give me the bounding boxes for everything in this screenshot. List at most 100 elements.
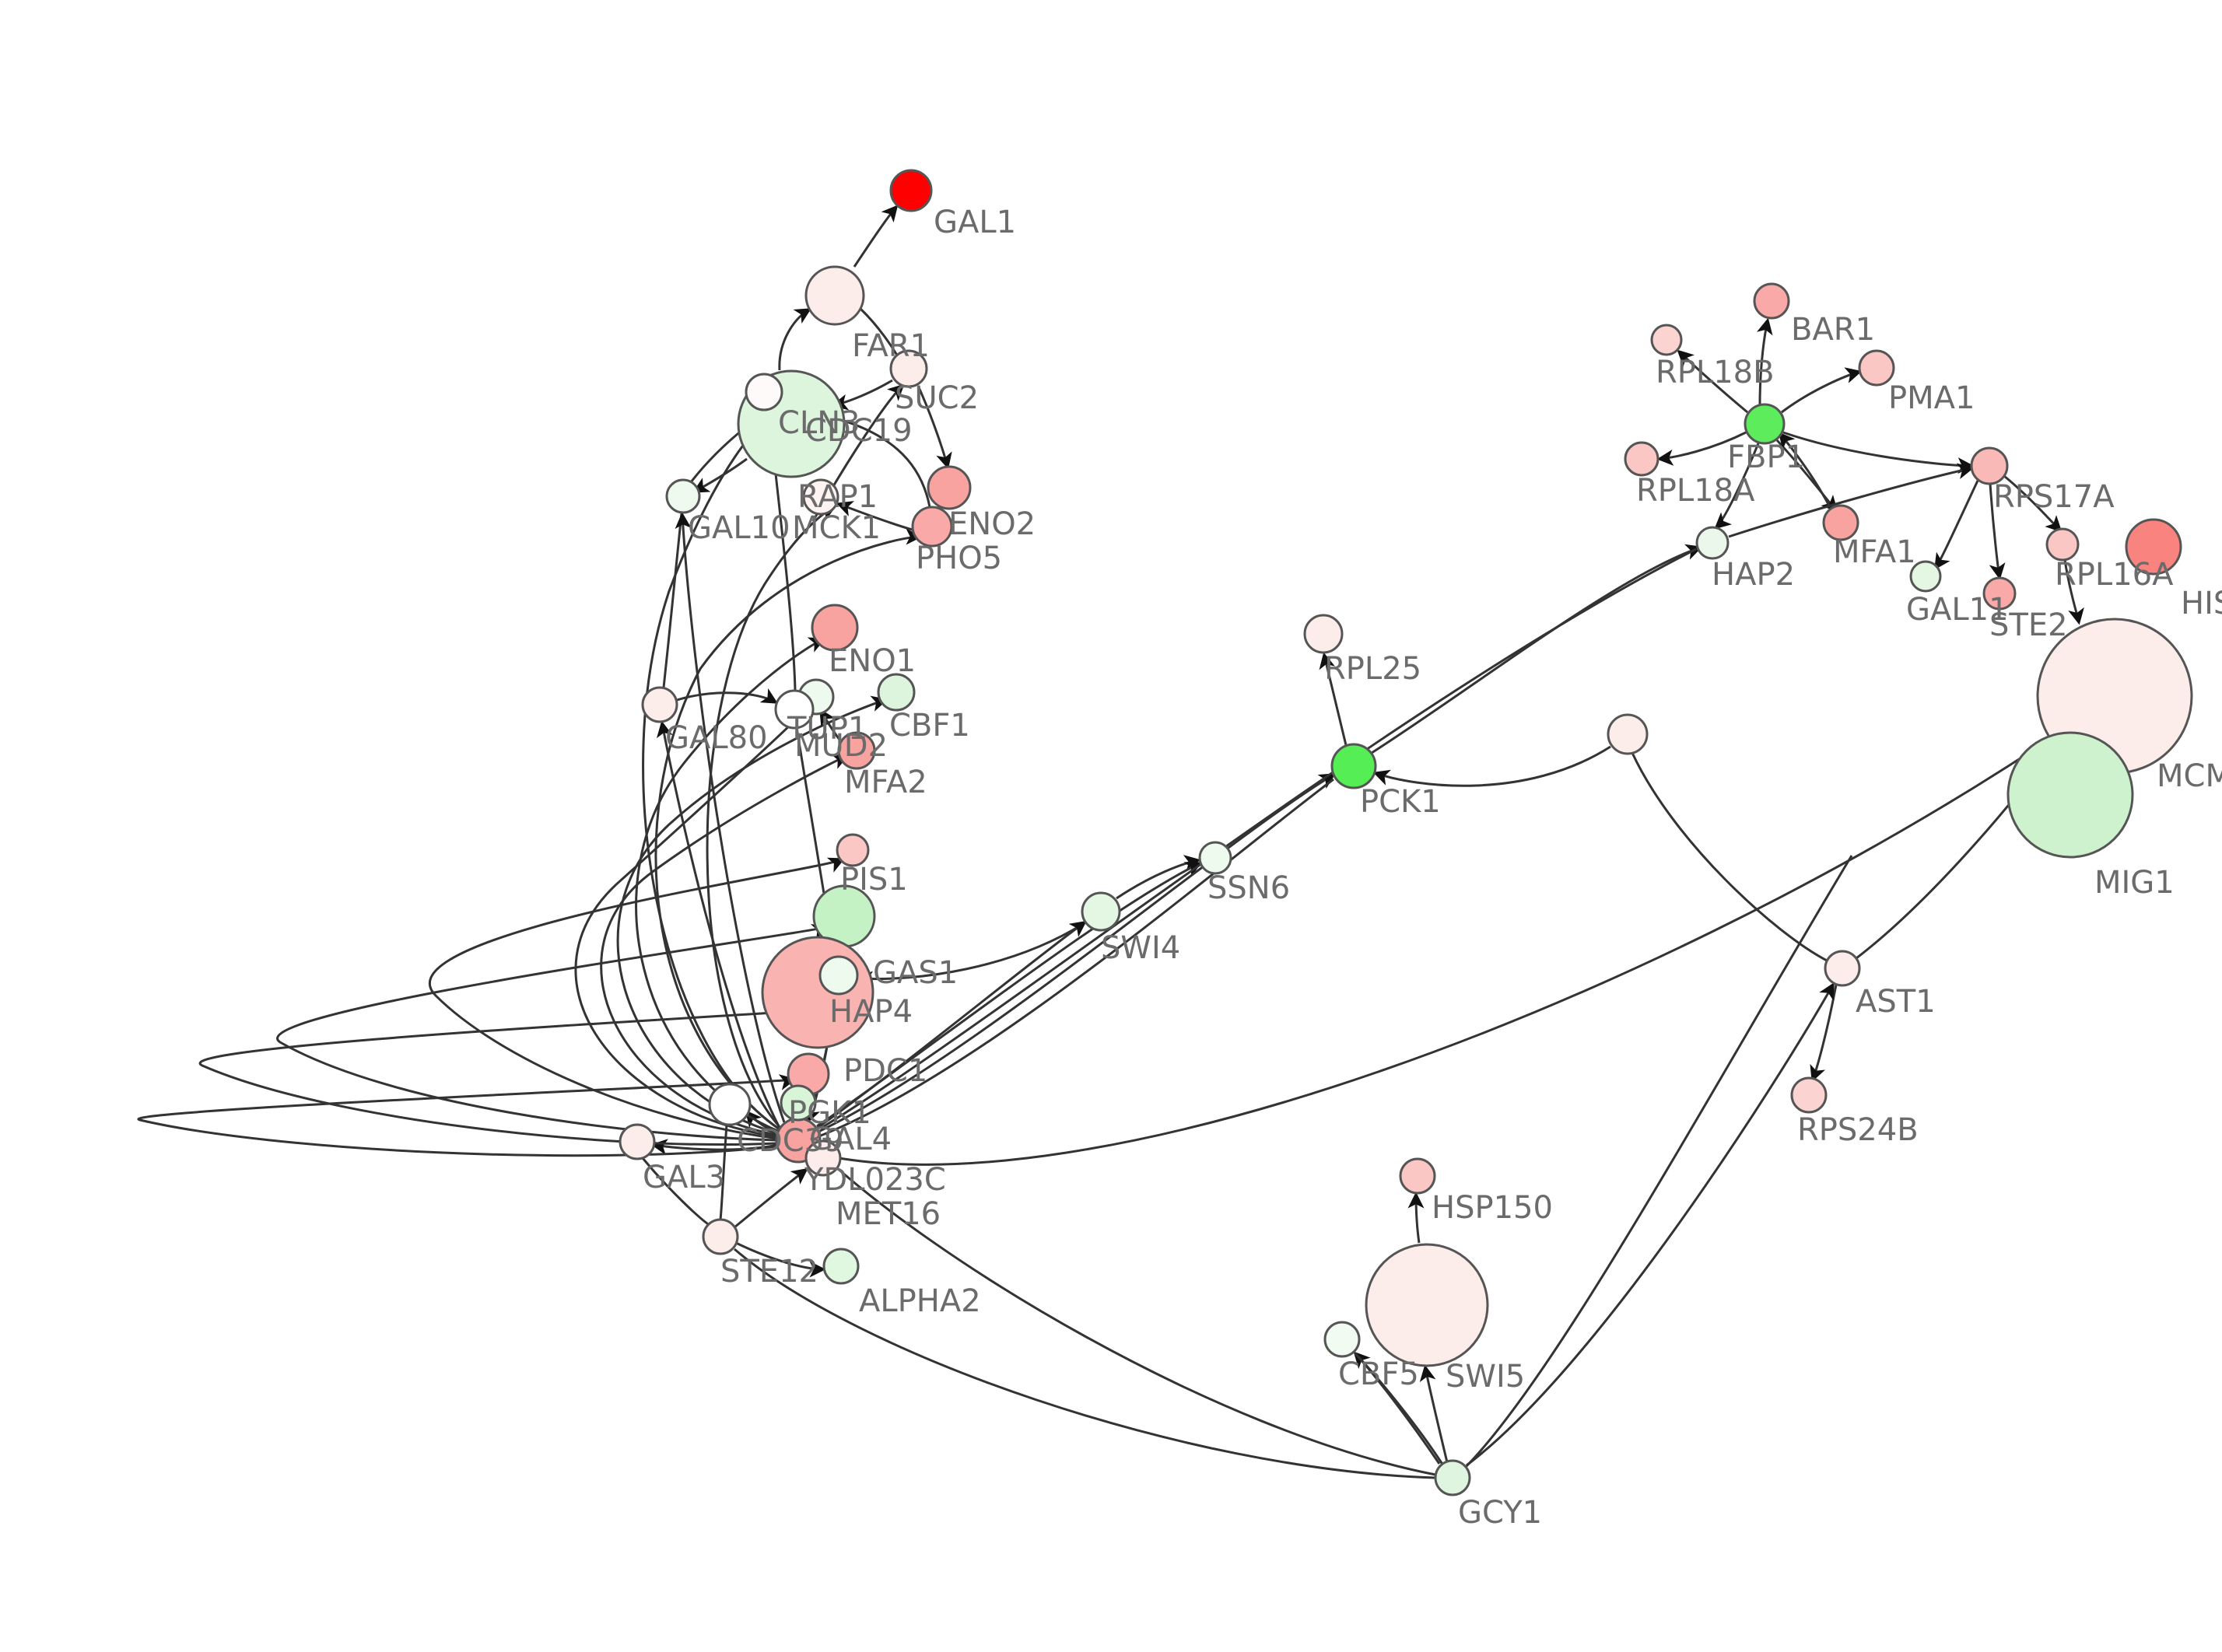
edge-FAR1-to-GAL1 — [853, 205, 899, 268]
node-SUC2[interactable] — [889, 349, 928, 388]
node-GAL10[interactable] — [665, 478, 701, 514]
edge-GAL4-to-PGK1 — [137, 1074, 797, 1157]
node-FBP1[interactable] — [1744, 403, 1786, 445]
node-RPS24B[interactable] — [1790, 1076, 1828, 1114]
node-label-MUD2: MUD2 — [794, 728, 888, 764]
node-label-GAS1: GAS1 — [873, 955, 958, 991]
node-label-CLN3: CLN3 — [778, 405, 860, 441]
node-GAL3[interactable] — [619, 1123, 656, 1160]
node-RPS17A[interactable] — [1970, 446, 2009, 485]
edge-GAL4-to-PCK1 — [816, 773, 1336, 1134]
node-label-HSP150: HSP150 — [1432, 1190, 1553, 1226]
node-HIS4[interactable] — [2125, 518, 2182, 576]
edge-GCY1-to-SWI5 — [1419, 1364, 1449, 1463]
node-label-YDL023C: YDL023C — [804, 1162, 946, 1198]
node-ENO1[interactable] — [811, 604, 859, 652]
edge-CLN3-to-FAR1 — [778, 308, 812, 371]
edge-FBP1-to-HAP2 — [1714, 443, 1760, 530]
node-GCY1[interactable] — [1434, 1459, 1471, 1496]
node-AST1[interactable] — [1824, 950, 1861, 987]
node-RPL18B[interactable] — [1650, 324, 1683, 356]
node-PCK1[interactable] — [1330, 743, 1377, 789]
edge-MCK1_PHO5-to-MCK1 — [836, 501, 916, 532]
node-label-PDC1: PDC1 — [843, 1053, 927, 1089]
node-FAR1[interactable] — [804, 265, 865, 326]
node-SSN6[interactable] — [1198, 841, 1232, 875]
node-label-RAP1: RAP1 — [797, 479, 878, 515]
node-label-GAL4: GAL4 — [809, 1122, 892, 1157]
node-label-GCY1: GCY1 — [1458, 1495, 1542, 1531]
node-MID[interactable] — [1607, 713, 1649, 755]
node-GAL80[interactable] — [641, 686, 678, 723]
node-RPL18A[interactable] — [1624, 441, 1659, 477]
node-HAP4[interactable] — [818, 955, 859, 996]
node-label-MIG1: MIG1 — [2094, 865, 2175, 901]
node-HAP4B[interactable] — [780, 1084, 817, 1122]
node-ALPHA2[interactable] — [822, 1248, 860, 1285]
node-label-GAL10: GAL10 — [688, 510, 790, 546]
node-PMA1[interactable] — [1858, 349, 1895, 387]
node-STE2[interactable] — [1982, 576, 2017, 611]
node-MFA1[interactable] — [1822, 504, 1859, 541]
node-SWI4[interactable] — [1081, 891, 1121, 932]
edge-GAL4-to-GAL10 — [675, 512, 786, 1123]
edge-AST1-to-RPS24B — [1810, 984, 1838, 1083]
node-label-GAL11: GAL11 — [1906, 592, 2009, 628]
node-label-SWI5: SWI5 — [1446, 1359, 1525, 1395]
node-GAL11[interactable] — [1909, 560, 1942, 593]
node-HAP2[interactable] — [1695, 526, 1730, 560]
node-PIS1[interactable] — [836, 833, 870, 867]
node-label-ALPHA2: ALPHA2 — [859, 1283, 981, 1319]
node-ENO2[interactable] — [927, 465, 972, 510]
node-label-PCK1: PCK1 — [1360, 784, 1441, 820]
edge-CLN3-to-GAL10 — [692, 457, 748, 493]
node-SWI5[interactable] — [1365, 1243, 1489, 1367]
edge-STE12-to-ALPHA2 — [735, 1241, 826, 1278]
node-RPL16A[interactable] — [2045, 527, 2080, 562]
node-label-GAL1: GAL1 — [934, 205, 1016, 240]
edge-RPL16A-to-MCM1 — [2063, 559, 2084, 625]
node-label-ENO1: ENO1 — [829, 643, 916, 679]
edge-SWI5-to-HSP150 — [1407, 1192, 1425, 1244]
node-MIG1[interactable] — [2006, 731, 2134, 859]
node-label-PHO5: PHO5 — [916, 541, 1002, 576]
edge-SUC2-to-CLN3 — [831, 379, 893, 411]
node-label-SUC2: SUC2 — [895, 380, 979, 416]
edge-GCY1-to-MCM1b — [1463, 855, 1853, 1470]
edge-MID-to-AST1 — [1631, 752, 1829, 963]
node-STE12[interactable] — [702, 1218, 739, 1255]
node-CBF5[interactable] — [1323, 1321, 1361, 1358]
node-label-MCK1: MCK1 — [792, 510, 881, 546]
node-label-MCM1: MCM1 — [2157, 758, 2222, 794]
node-BAR1[interactable] — [1753, 282, 1790, 320]
node-CBF1[interactable] — [877, 673, 916, 712]
edge-GCY1-to-AST1 — [1466, 982, 1835, 1467]
node-PHO5[interactable] — [911, 506, 953, 548]
node-label-GAL80: GAL80 — [665, 720, 768, 756]
edge-STE12-to-GCY1 — [734, 1248, 1436, 1479]
node-HSP150[interactable] — [1399, 1157, 1436, 1195]
node-MFA2[interactable] — [837, 731, 876, 770]
node-CDC39[interactable] — [708, 1083, 752, 1126]
edge-FBP1-to-RPL18B — [1677, 349, 1748, 414]
edge-GAL4-to-PIS1 — [428, 857, 846, 1140]
node-MCK1[interactable] — [802, 478, 839, 516]
node-RPL25[interactable] — [1303, 614, 1344, 654]
edge-FBP1-to-PMA1 — [1781, 367, 1863, 414]
edge-MID-to-PCK1 — [1372, 745, 1611, 787]
edge-RPS17A-to-STE2 — [1989, 483, 2006, 580]
edge-SWI4-to-HAP4 — [856, 922, 1084, 988]
edge-FBP1-to-RPL18A — [1656, 431, 1747, 466]
node-YDL023C[interactable] — [804, 1139, 842, 1177]
node-RAP1[interactable] — [745, 373, 783, 411]
edge-RPS17A-to-RPL16A — [2003, 474, 2063, 533]
edge-SUC2-to-ENO2 — [916, 385, 952, 470]
node-MUD2[interactable] — [774, 689, 815, 730]
node-GAL1[interactable] — [889, 169, 933, 212]
node-label-SSN6: SSN6 — [1207, 870, 1290, 906]
node-label-RPL18B: RPL18B — [1656, 355, 1775, 390]
node-label-SWI4: SWI4 — [1101, 930, 1180, 966]
node-label-PGK1: PGK1 — [788, 1095, 871, 1131]
node-PDC1[interactable] — [761, 936, 874, 1049]
